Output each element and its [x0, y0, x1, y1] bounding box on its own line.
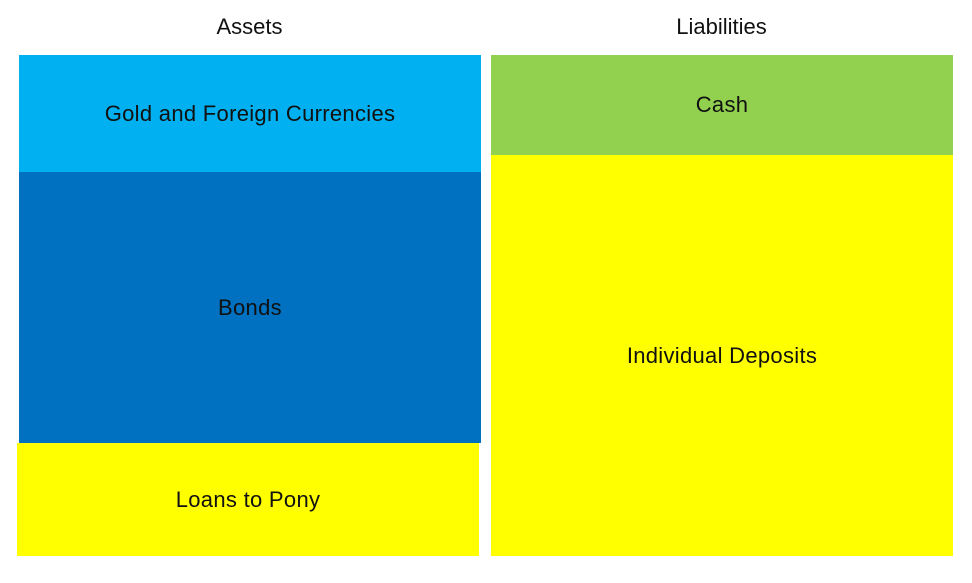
asset-block-gold-and-foreign-currencies: Gold and Foreign Currencies: [19, 55, 481, 172]
assets-heading: Assets: [216, 14, 283, 39]
asset-label: Loans to Pony: [175, 486, 321, 512]
asset-label: Bonds: [218, 294, 282, 320]
asset-block-bonds: Bonds: [19, 172, 481, 443]
liability-label: Individual Deposits: [626, 342, 818, 368]
asset-block-loans-to-pony: Loans to Pony: [17, 443, 479, 556]
liability-block-individual-deposits: Individual Deposits: [491, 155, 953, 556]
liability-block-cash: Cash: [491, 55, 953, 155]
asset-label: Gold and Foreign Currencies: [104, 100, 396, 126]
liabilities-heading: Liabilities: [676, 14, 767, 39]
liability-label: Cash: [695, 92, 749, 117]
